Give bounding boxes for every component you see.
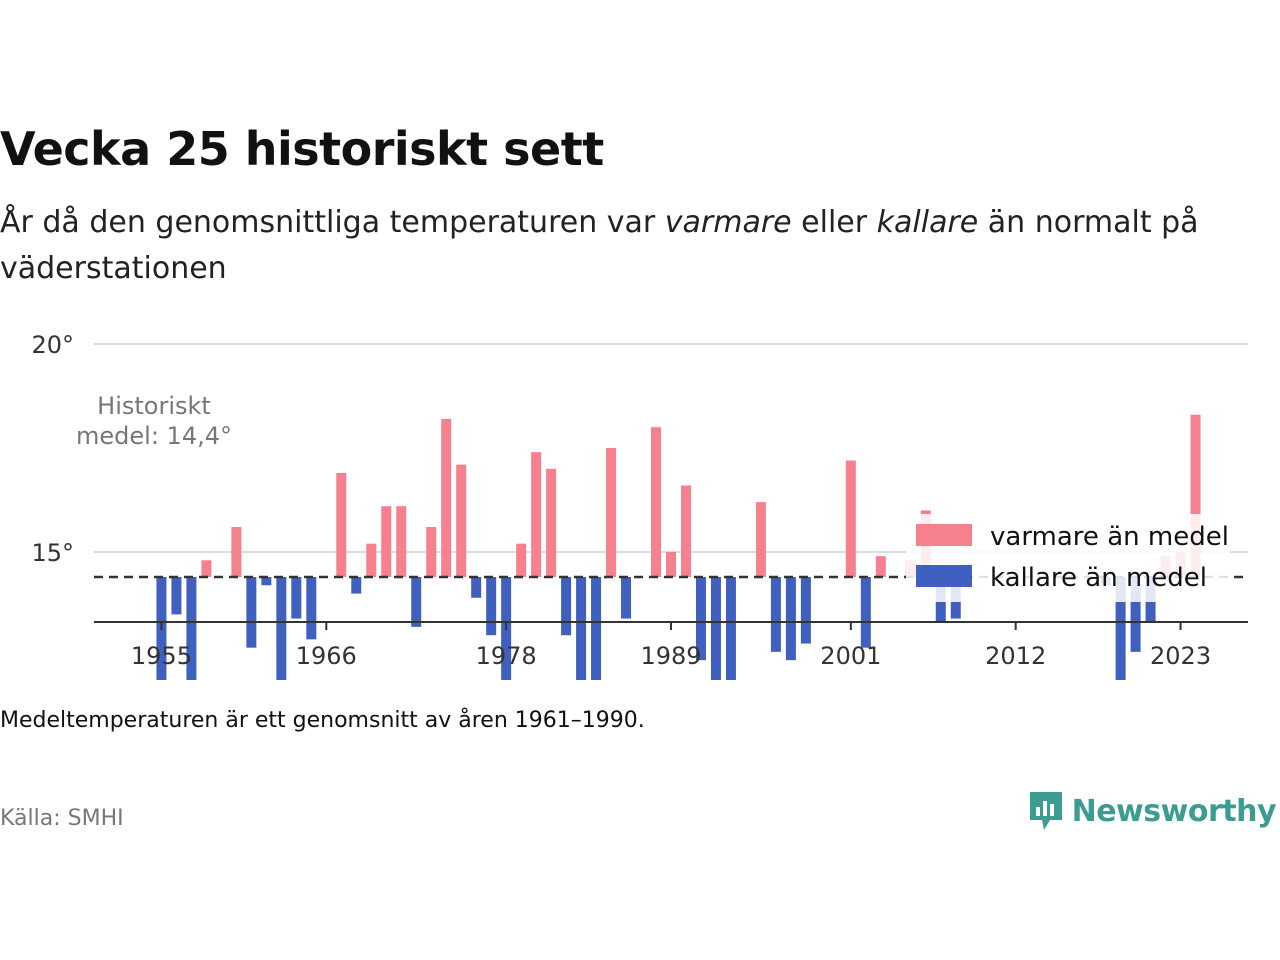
cold-bar [800, 576, 811, 644]
warm-bar [755, 502, 766, 577]
baseline-label-line1: Historiskt [97, 392, 211, 420]
legend-swatch [916, 524, 972, 546]
cold-bar [1115, 576, 1126, 680]
warm-bar [231, 527, 242, 577]
footnote: Medeltemperaturen är ett genomsnitt av å… [0, 708, 645, 733]
warm-bar [516, 543, 527, 577]
warm-bar [201, 560, 212, 577]
warm-bar [666, 552, 676, 577]
x-tick-label: 1989 [640, 642, 701, 670]
subtitle-part2: eller [791, 205, 877, 240]
legend-label: kallare än medel [990, 563, 1207, 593]
cold-bar [770, 576, 781, 652]
cold-bar [1130, 576, 1141, 652]
warm-bar [875, 556, 886, 577]
baseline-label-line2: medel: 14,4° [76, 422, 232, 450]
cold-bar [710, 576, 721, 680]
warm-bar [336, 472, 347, 577]
cold-bar [186, 576, 197, 680]
warm-bar [1190, 414, 1201, 577]
source-credit: Källa: SMHI [0, 806, 124, 831]
cold-bar [276, 576, 287, 680]
subtitle-cold-word: kallare [876, 205, 979, 240]
cold-bar [486, 576, 497, 636]
warm-bar [680, 485, 691, 577]
cold-bar [351, 576, 362, 594]
warm-bar [531, 452, 542, 577]
subtitle-part3: än normalt på väderstationen [0, 205, 1199, 286]
cold-bar [591, 576, 602, 680]
x-tick-label: 2023 [1150, 642, 1211, 670]
warm-bar [366, 543, 377, 577]
x-tick-label: 1955 [131, 642, 192, 670]
brand-logo: Newsworthy [1028, 790, 1277, 832]
newsworthy-logo-icon [1029, 792, 1062, 830]
cold-bar [291, 576, 302, 619]
subtitle: År då den genomsnittliga temperaturen va… [0, 200, 1240, 292]
cold-bar [860, 576, 871, 648]
warm-bar [441, 418, 452, 577]
legend-label: varmare än medel [990, 522, 1229, 552]
warm-bar [381, 506, 392, 577]
brand-name: Newsworthy [1071, 793, 1277, 829]
warm-bar [845, 460, 856, 577]
cold-bar [246, 576, 257, 648]
warm-bar [426, 527, 437, 577]
cold-bar [471, 576, 482, 598]
subtitle-warm-word: varmare [664, 205, 792, 240]
x-tick-label: 1966 [296, 642, 357, 670]
baseline-label-line2-halo: medel: 14,4° [76, 422, 232, 450]
cold-bar [725, 576, 736, 680]
cold-bar [785, 576, 796, 661]
warm-bar [546, 468, 557, 577]
x-tick-label: 1978 [476, 642, 537, 670]
cold-bar [695, 576, 706, 661]
cold-bar [261, 576, 272, 586]
warm-bar [651, 427, 662, 577]
warm-bar [396, 506, 407, 577]
y-tick-label: 15° [31, 539, 74, 567]
cold-bar [561, 576, 572, 636]
x-tick-label: 2012 [985, 642, 1046, 670]
cold-bar [306, 576, 317, 640]
cold-bar [171, 576, 182, 615]
cold-bar [621, 576, 632, 619]
cold-bar [576, 576, 587, 680]
subtitle-part1: År då den genomsnittliga temperaturen va… [0, 205, 665, 240]
page-title: Vecka 25 historiskt sett [0, 122, 604, 176]
baseline-label-line1-halo: Historiskt [97, 392, 211, 420]
cold-bar [411, 576, 422, 627]
warm-bar [456, 464, 467, 577]
warm-bar [606, 448, 617, 577]
x-tick-label: 2001 [820, 642, 881, 670]
y-tick-label: 20° [31, 331, 74, 359]
legend-swatch [916, 565, 972, 587]
